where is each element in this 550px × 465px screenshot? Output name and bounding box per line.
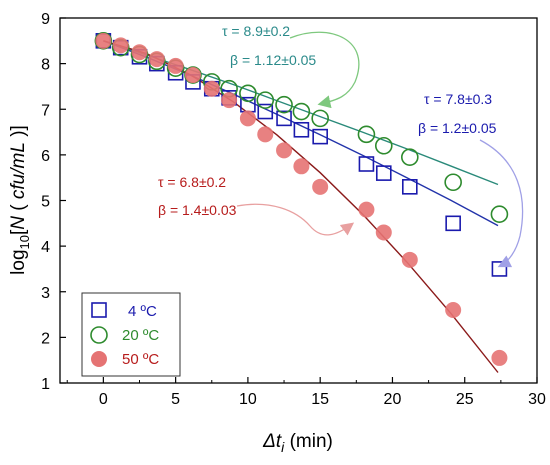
point-series-2-6	[203, 80, 220, 97]
point-series-1-15	[400, 148, 419, 166]
point-series-0-16	[445, 215, 461, 232]
point-series-0-11	[293, 121, 310, 138]
point-series-1-17	[490, 205, 509, 223]
point-series-0-15	[401, 179, 418, 195]
legend-marker-4c	[91, 302, 107, 318]
legend-marker-50c	[91, 351, 107, 367]
point-series-0-10	[276, 110, 292, 127]
y-axis-title-text: log10[N ( cfu/mL )]	[8, 125, 32, 275]
point-series-1-12	[311, 109, 329, 128]
y-tick-label-8: 9	[41, 11, 50, 28]
point-series-0-12	[312, 128, 328, 145]
y-tick-label-2: 3	[41, 285, 50, 302]
x-axis-ticks: 0 5 10 15 20 25 30	[66, 377, 546, 408]
y-tick-label-1: 2	[41, 330, 50, 347]
x-tick-label-6: 30	[528, 391, 546, 408]
annotation-4c: τ = 7.8±0.3 β = 1.2±0.05	[418, 91, 524, 268]
point-series-1-13	[357, 125, 376, 144]
x-tick-label-4: 20	[384, 391, 402, 408]
y-tick-label-5: 6	[41, 148, 50, 165]
y-tick-label-6: 7	[41, 102, 50, 119]
point-series-0-13	[358, 156, 375, 172]
point-series-2-16	[445, 302, 462, 318]
y-tick-label-0: 1	[41, 376, 50, 393]
annotation-50c-tau: τ = 6.8±0.2	[158, 174, 226, 190]
x-tick-label-0: 0	[99, 391, 108, 408]
y-tick-label-7: 8	[41, 57, 50, 74]
point-series-2-15	[401, 251, 418, 268]
point-series-2-12	[312, 178, 329, 195]
legend-label-4c: 4 ºC	[128, 303, 157, 320]
legend-label-20c: 20 ºC	[122, 327, 159, 344]
x-axis-title: Δti (min)	[262, 431, 333, 455]
annotation-4c-tau: τ = 7.8±0.3	[424, 91, 492, 107]
legend: 4 ºC 20 ºC 50 ºC	[81, 292, 181, 377]
point-series-2-3	[148, 51, 165, 68]
point-series-2-8	[239, 110, 256, 127]
point-series-2-7	[221, 92, 238, 109]
annotation-20c-beta: β = 1.12±0.05	[230, 52, 316, 68]
point-series-2-9	[257, 126, 274, 143]
point-series-1-8	[239, 84, 257, 103]
data-points	[94, 32, 509, 366]
x-tick-label-5: 25	[456, 391, 474, 408]
annotation-20c-arrow	[289, 31, 360, 109]
fit-line-series-1	[103, 40, 499, 186]
point-series-0-14	[375, 165, 392, 181]
point-series-1-9	[256, 91, 275, 109]
point-series-1-14	[374, 136, 393, 155]
annotation-50c-beta: β = 1.4±0.03	[158, 202, 237, 218]
point-series-2-10	[276, 142, 293, 159]
annotation-20c-tau: τ = 8.9±0.2	[222, 23, 290, 39]
annotation-50c-arrow	[236, 203, 355, 236]
point-series-1-16	[444, 173, 462, 192]
point-series-2-5	[184, 67, 201, 84]
point-series-2-13	[358, 201, 375, 218]
x-tick-label-3: 15	[311, 391, 329, 408]
point-series-2-11	[293, 158, 310, 175]
y-axis-ticks: 1 2 3 4 5 6 7 8 9	[41, 11, 66, 393]
y-tick-label-4: 5	[41, 194, 50, 211]
legend-label-50c: 50 ºC	[122, 351, 159, 368]
x-tick-label-1: 5	[171, 391, 180, 408]
annotation-20c: τ = 8.9±0.2 β = 1.12±0.05	[222, 23, 360, 109]
annotation-4c-beta: β = 1.2±0.05	[418, 120, 497, 136]
point-series-2-2	[131, 44, 148, 61]
y-axis-title: log10[N ( cfu/mL )]	[8, 125, 32, 275]
annotation-4c-arrow	[479, 139, 524, 268]
legend-marker-20c	[90, 326, 108, 344]
annotation-50c: τ = 6.8±0.2 β = 1.4±0.03	[158, 174, 355, 236]
x-axis-title-text: Δti (min)	[262, 431, 333, 455]
point-series-2-4	[167, 57, 184, 74]
point-series-2-1	[112, 37, 129, 54]
point-series-2-14	[375, 224, 392, 241]
y-tick-label-3: 4	[41, 239, 50, 256]
point-series-2-0	[95, 32, 112, 49]
point-series-2-17	[491, 349, 508, 366]
point-series-1-10	[275, 95, 293, 114]
x-tick-label-2: 10	[239, 391, 257, 408]
point-series-0-9	[257, 103, 274, 120]
point-series-1-11	[292, 102, 311, 121]
